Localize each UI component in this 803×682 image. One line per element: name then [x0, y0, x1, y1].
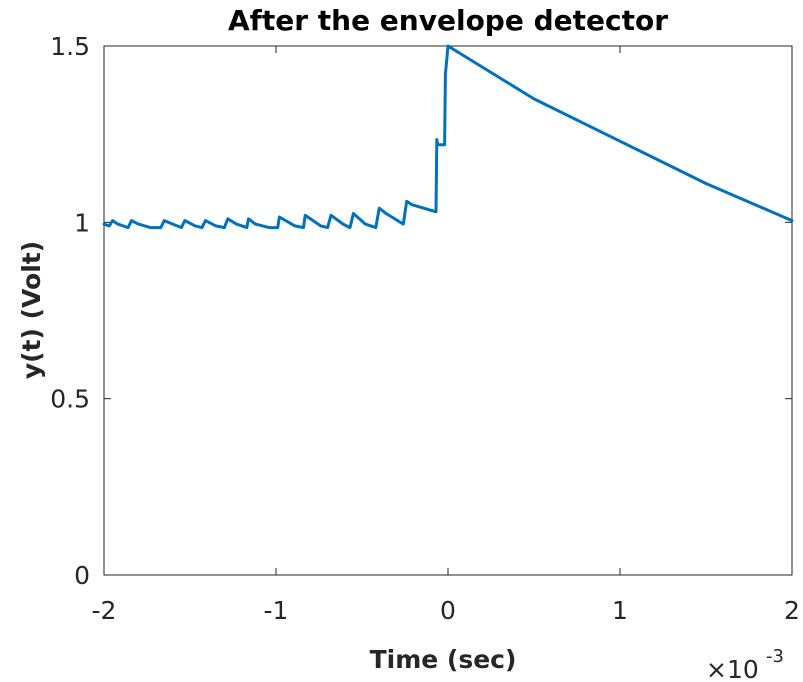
y-tick-label: 0 — [74, 561, 90, 590]
x-axis-label: Time (sec) — [370, 645, 517, 674]
x-tick-label: -1 — [264, 596, 289, 625]
y-tick-label: 1 — [74, 208, 90, 237]
plot-area — [103, 45, 793, 576]
chart-title: After the envelope detector — [228, 4, 668, 37]
x-tick-label: 0 — [440, 596, 456, 625]
x-tick-label: 2 — [784, 596, 800, 625]
x-multiplier: ×10 -3 — [706, 646, 784, 682]
series-line — [102, 44, 794, 230]
y-axis-label: y(t) (Volt) — [17, 241, 46, 379]
svg-text:×10: ×10 — [706, 655, 759, 682]
y-tick-label: 0.5 — [50, 385, 90, 414]
y-tick-label: 1.5 — [50, 32, 90, 61]
x-tick-label: 1 — [612, 596, 628, 625]
x-tick-label: -2 — [92, 596, 117, 625]
svg-text:-3: -3 — [766, 646, 784, 667]
